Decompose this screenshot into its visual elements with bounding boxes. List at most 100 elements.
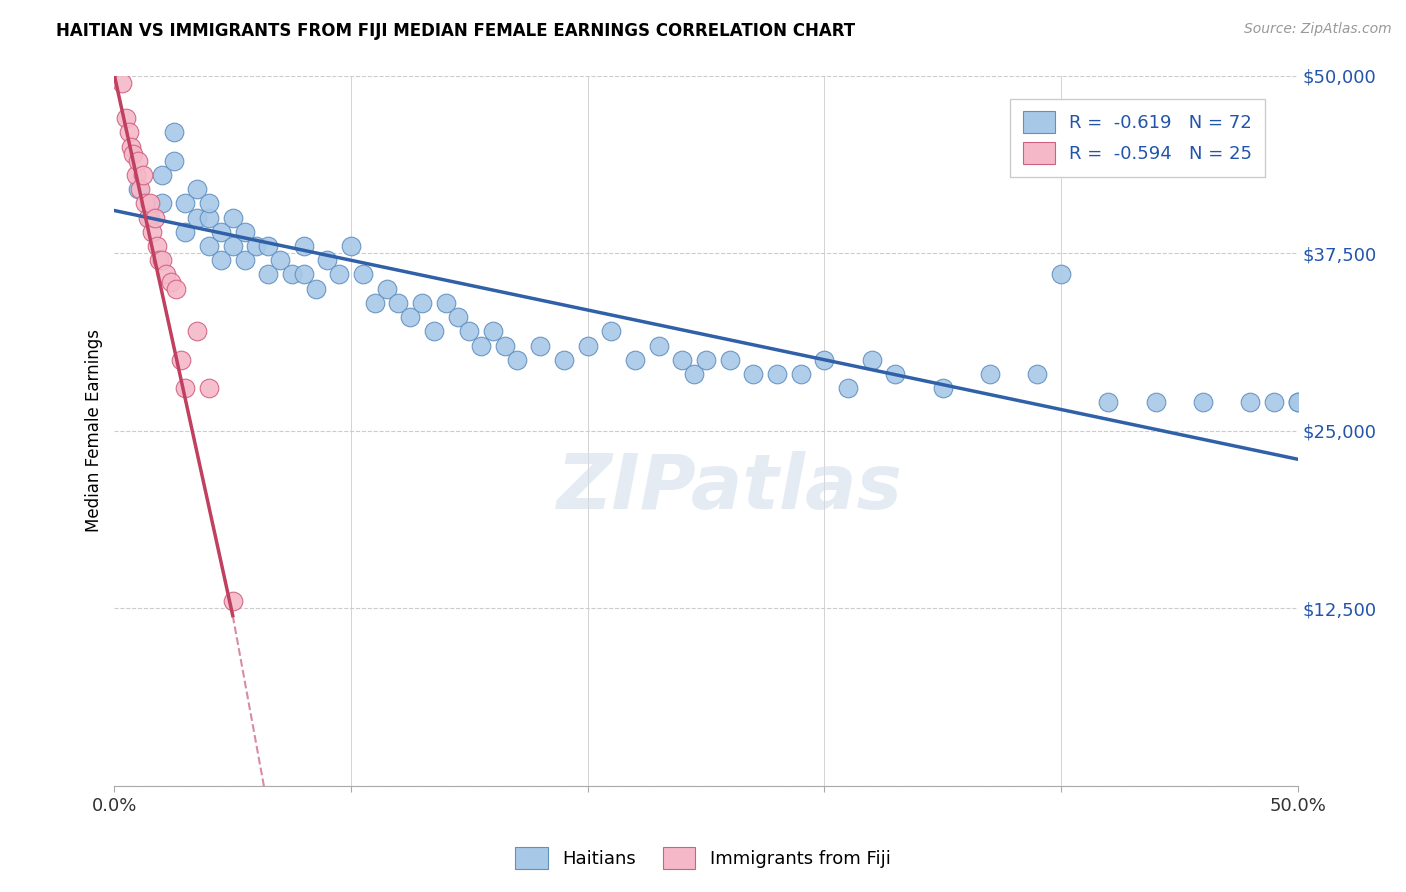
- Point: [233, 225, 256, 239]
- Point: [165, 282, 187, 296]
- Point: [186, 211, 208, 225]
- Point: [292, 268, 315, 282]
- Legend: Haitians, Immigrants from Fiji: Haitians, Immigrants from Fiji: [506, 838, 900, 879]
- Point: [132, 168, 155, 182]
- Text: ZIPatlas: ZIPatlas: [557, 450, 903, 524]
- Point: [1050, 268, 1073, 282]
- Point: [222, 594, 245, 608]
- Point: [1097, 395, 1119, 409]
- Point: [860, 352, 883, 367]
- Point: [257, 239, 280, 253]
- Point: [742, 367, 765, 381]
- Point: [411, 296, 433, 310]
- Point: [446, 310, 468, 325]
- Point: [718, 352, 741, 367]
- Point: [364, 296, 387, 310]
- Point: [186, 324, 208, 338]
- Point: [174, 381, 197, 395]
- Point: [209, 253, 232, 268]
- Point: [813, 352, 835, 367]
- Point: [671, 352, 693, 367]
- Point: [304, 282, 326, 296]
- Point: [553, 352, 575, 367]
- Point: [1239, 395, 1261, 409]
- Point: [269, 253, 291, 268]
- Y-axis label: Median Female Earnings: Median Female Earnings: [86, 329, 103, 533]
- Point: [139, 211, 162, 225]
- Point: [143, 211, 166, 225]
- Point: [683, 367, 706, 381]
- Point: [695, 352, 717, 367]
- Point: [125, 168, 148, 182]
- Point: [209, 225, 232, 239]
- Point: [160, 275, 183, 289]
- Legend: R =  -0.619   N = 72, R =  -0.594   N = 25: R = -0.619 N = 72, R = -0.594 N = 25: [1010, 99, 1265, 178]
- Point: [146, 239, 169, 253]
- Point: [387, 296, 409, 310]
- Point: [110, 76, 132, 90]
- Point: [790, 367, 813, 381]
- Point: [162, 153, 184, 168]
- Point: [174, 196, 197, 211]
- Point: [127, 153, 149, 168]
- Point: [932, 381, 955, 395]
- Point: [198, 211, 221, 225]
- Point: [141, 225, 163, 239]
- Point: [470, 338, 492, 352]
- Point: [150, 253, 173, 268]
- Point: [837, 381, 859, 395]
- Point: [148, 253, 170, 268]
- Point: [134, 196, 156, 211]
- Point: [328, 268, 350, 282]
- Point: [257, 268, 280, 282]
- Point: [122, 146, 145, 161]
- Point: [117, 125, 139, 139]
- Point: [399, 310, 422, 325]
- Point: [115, 111, 138, 125]
- Point: [222, 211, 245, 225]
- Point: [292, 239, 315, 253]
- Point: [1263, 395, 1285, 409]
- Point: [1026, 367, 1049, 381]
- Point: [375, 282, 398, 296]
- Point: [506, 352, 529, 367]
- Point: [576, 338, 599, 352]
- Point: [162, 125, 184, 139]
- Point: [1286, 395, 1309, 409]
- Point: [529, 338, 551, 352]
- Point: [150, 168, 173, 182]
- Text: Source: ZipAtlas.com: Source: ZipAtlas.com: [1244, 22, 1392, 37]
- Point: [624, 352, 647, 367]
- Point: [1286, 395, 1309, 409]
- Point: [150, 196, 173, 211]
- Point: [316, 253, 339, 268]
- Point: [340, 239, 363, 253]
- Point: [174, 225, 197, 239]
- Point: [884, 367, 907, 381]
- Point: [198, 239, 221, 253]
- Point: [1192, 395, 1215, 409]
- Point: [600, 324, 623, 338]
- Point: [198, 196, 221, 211]
- Point: [120, 139, 142, 153]
- Point: [352, 268, 374, 282]
- Point: [648, 338, 671, 352]
- Point: [127, 182, 149, 196]
- Point: [494, 338, 516, 352]
- Point: [458, 324, 481, 338]
- Point: [139, 196, 162, 211]
- Point: [281, 268, 304, 282]
- Point: [245, 239, 267, 253]
- Point: [186, 182, 208, 196]
- Text: HAITIAN VS IMMIGRANTS FROM FIJI MEDIAN FEMALE EARNINGS CORRELATION CHART: HAITIAN VS IMMIGRANTS FROM FIJI MEDIAN F…: [56, 22, 855, 40]
- Point: [1144, 395, 1167, 409]
- Point: [129, 182, 152, 196]
- Point: [233, 253, 256, 268]
- Point: [198, 381, 221, 395]
- Point: [482, 324, 505, 338]
- Point: [766, 367, 789, 381]
- Point: [222, 239, 245, 253]
- Point: [979, 367, 1001, 381]
- Point: [434, 296, 457, 310]
- Point: [136, 211, 159, 225]
